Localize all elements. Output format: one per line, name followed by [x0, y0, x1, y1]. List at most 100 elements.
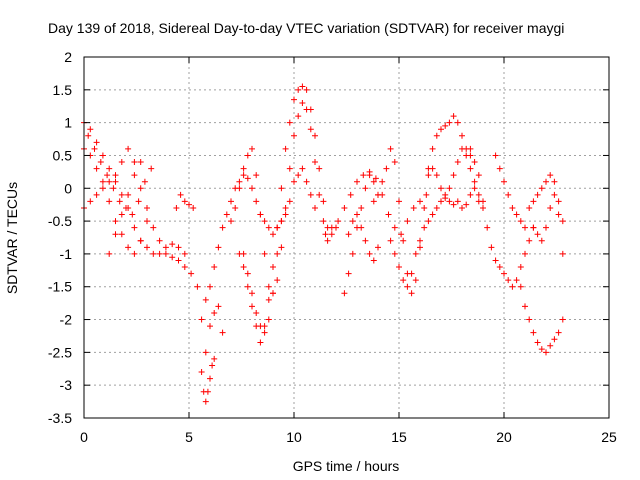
data-point: [534, 191, 541, 198]
data-point: [454, 198, 461, 205]
data-point: [156, 237, 163, 244]
data-point: [257, 211, 264, 218]
data-point: [400, 237, 407, 244]
data-point: [207, 283, 213, 290]
data-point: [93, 165, 100, 172]
data-point: [547, 204, 554, 211]
data-point: [240, 172, 247, 179]
data-point: [547, 172, 554, 179]
data-point: [106, 250, 113, 257]
data-point: [181, 264, 188, 271]
data-point: [429, 165, 436, 172]
data-point: [144, 204, 150, 211]
data-point: [278, 218, 285, 225]
data-point: [228, 198, 234, 205]
data-point: [375, 191, 381, 198]
y-axis-label: SDTVAR / TECUs: [4, 182, 20, 294]
data-point: [144, 218, 150, 225]
data-point: [496, 165, 503, 172]
data-point: [358, 224, 365, 231]
data-point: [385, 211, 392, 218]
data-point: [421, 204, 428, 211]
data-point: [530, 329, 537, 336]
data-point: [454, 159, 461, 166]
data-point: [492, 257, 499, 264]
data-point: [442, 122, 449, 129]
data-point: [328, 224, 335, 231]
data-point: [299, 99, 306, 106]
data-point: [312, 132, 318, 139]
data-point: [249, 185, 255, 192]
data-point: [244, 270, 251, 277]
data-point: [421, 224, 428, 231]
data-point: [526, 316, 533, 323]
data-point: [202, 349, 209, 356]
data-point: [354, 211, 360, 218]
data-point: [175, 257, 182, 264]
data-points: [81, 83, 566, 405]
data-point: [278, 244, 285, 251]
data-point: [404, 283, 411, 290]
data-point: [492, 152, 499, 159]
data-point: [137, 185, 144, 192]
data-point: [543, 349, 549, 356]
data-point: [433, 204, 440, 211]
data-point: [118, 231, 125, 238]
data-point: [219, 329, 226, 336]
data-point: [475, 191, 482, 198]
data-point: [480, 198, 486, 205]
data-point: [282, 211, 289, 218]
data-point: [543, 224, 549, 231]
data-point: [471, 159, 478, 166]
data-point: [366, 250, 373, 257]
data-point: [526, 237, 533, 244]
y-tick-label: 0.5: [53, 147, 73, 163]
data-point: [475, 172, 482, 179]
chart-title: Day 139 of 2018, Sidereal Day-to-day VTE…: [48, 20, 564, 36]
data-point: [522, 250, 528, 257]
data-point: [559, 218, 566, 225]
data-point: [244, 283, 251, 290]
data-point: [202, 398, 209, 405]
data-point: [112, 218, 119, 225]
data-point: [463, 152, 470, 159]
data-point: [99, 152, 106, 159]
y-tick-label: -1.5: [48, 279, 72, 295]
data-point: [505, 191, 512, 198]
data-point: [118, 159, 125, 166]
data-point: [370, 257, 377, 264]
data-point: [173, 204, 180, 211]
data-point: [232, 204, 239, 211]
data-point: [219, 224, 226, 231]
data-point: [438, 126, 444, 133]
data-point: [307, 106, 314, 113]
x-tick-label: 10: [286, 429, 302, 445]
data-point: [299, 165, 306, 172]
data-point: [320, 218, 327, 225]
data-point: [99, 178, 106, 185]
data-point: [282, 204, 289, 211]
data-point: [112, 178, 119, 185]
data-point: [467, 165, 474, 172]
x-axis-label: GPS time / hours: [293, 458, 400, 474]
data-point: [181, 198, 188, 205]
data-point: [112, 231, 119, 238]
data-point: [244, 152, 251, 159]
data-point: [194, 283, 201, 290]
data-point: [429, 145, 436, 152]
data-point: [509, 283, 516, 290]
data-point: [383, 165, 390, 172]
data-point: [467, 191, 474, 198]
data-point: [85, 132, 92, 139]
data-point: [513, 277, 520, 284]
data-point: [144, 244, 150, 251]
data-point: [175, 244, 182, 251]
data-point: [446, 185, 453, 192]
data-point: [274, 224, 281, 231]
data-point: [517, 218, 524, 225]
data-point: [110, 185, 117, 192]
data-point: [202, 296, 209, 303]
data-point: [137, 159, 144, 166]
data-point: [116, 198, 123, 205]
data-point: [223, 211, 230, 218]
